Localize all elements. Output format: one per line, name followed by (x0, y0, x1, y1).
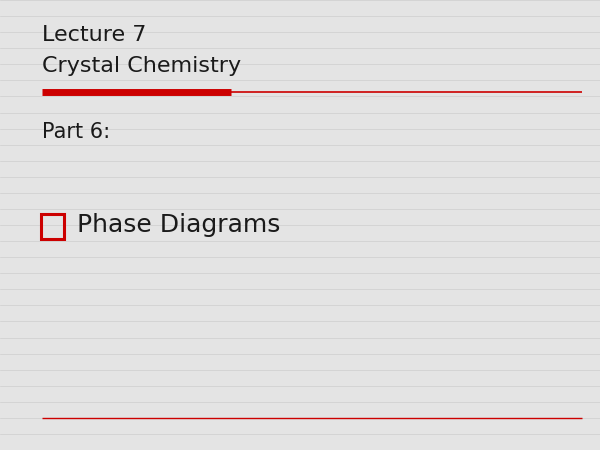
Text: Phase Diagrams: Phase Diagrams (77, 213, 280, 237)
Text: Lecture 7: Lecture 7 (42, 25, 146, 45)
Text: Part 6:: Part 6: (42, 122, 110, 141)
Text: Crystal Chemistry: Crystal Chemistry (42, 56, 241, 76)
